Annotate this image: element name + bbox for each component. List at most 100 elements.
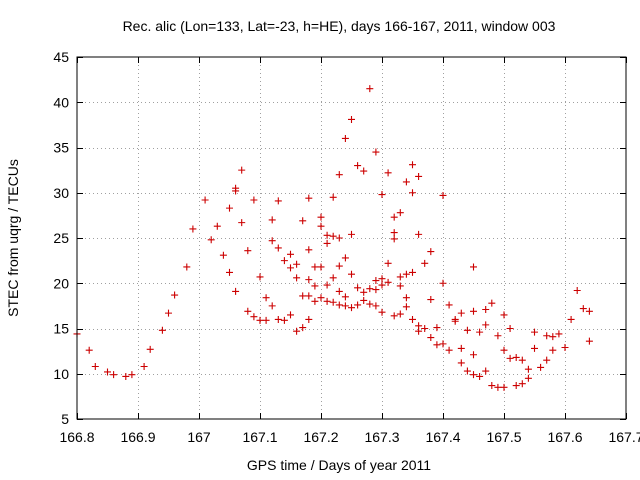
data-point	[335, 287, 343, 295]
data-point	[384, 259, 392, 267]
data-point	[323, 239, 331, 247]
data-point	[585, 307, 593, 315]
data-point	[165, 309, 172, 317]
data-point	[250, 196, 258, 204]
data-point	[268, 302, 276, 310]
data-point	[262, 294, 270, 302]
x-tick-label: 166.8	[59, 429, 94, 445]
y-tick-label: 5	[61, 411, 69, 427]
data-points	[73, 85, 593, 391]
plot-frame	[76, 56, 627, 420]
data-point	[470, 307, 477, 315]
y-tick-label: 15	[53, 321, 69, 337]
data-point	[537, 363, 545, 371]
data-point	[317, 222, 325, 230]
y-tick-label: 10	[53, 366, 69, 382]
data-point	[372, 277, 380, 285]
data-point	[293, 274, 301, 282]
data-point	[341, 254, 349, 262]
data-point	[463, 367, 471, 375]
data-point	[256, 316, 264, 324]
data-point	[189, 225, 197, 233]
y-tick-label: 20	[53, 275, 69, 291]
data-point	[244, 247, 252, 255]
data-point	[396, 282, 404, 290]
data-point	[244, 307, 252, 315]
data-point	[323, 231, 331, 239]
data-point	[500, 346, 508, 354]
data-point	[305, 194, 313, 202]
data-point	[482, 305, 490, 313]
data-point	[445, 346, 453, 354]
data-point	[366, 85, 374, 93]
data-point	[213, 222, 221, 230]
data-point	[561, 344, 569, 352]
data-point	[409, 189, 416, 197]
data-point	[500, 383, 508, 391]
x-tick-labels: 166.8 166.9 167 167.1 167.2 167.3 167.4 167.5 16…	[59, 429, 640, 445]
data-point	[317, 263, 325, 271]
data-point	[512, 353, 520, 361]
data-point	[378, 275, 386, 283]
data-point	[299, 292, 307, 300]
data-point	[335, 301, 343, 309]
data-point	[268, 237, 276, 245]
data-point	[110, 371, 118, 379]
data-point	[238, 166, 246, 174]
data-point	[482, 321, 490, 329]
data-point	[451, 317, 459, 325]
data-point	[268, 216, 276, 224]
grid	[77, 57, 626, 419]
data-point	[427, 334, 435, 342]
data-point	[512, 382, 520, 390]
data-point	[274, 315, 282, 323]
data-point	[360, 288, 368, 296]
data-point	[171, 291, 179, 299]
data-point	[158, 326, 166, 334]
data-point	[146, 345, 154, 353]
data-point	[183, 263, 191, 271]
data-point	[402, 303, 410, 311]
data-point	[226, 204, 233, 212]
data-point	[305, 315, 313, 323]
data-point	[335, 171, 343, 179]
data-point	[250, 313, 258, 321]
data-point	[329, 232, 337, 240]
data-point	[323, 281, 331, 289]
data-point	[201, 196, 209, 204]
data-point	[585, 337, 593, 345]
data-point	[470, 371, 477, 379]
data-point	[305, 276, 313, 284]
data-point	[445, 301, 453, 309]
data-point	[494, 383, 502, 391]
data-point	[348, 115, 355, 123]
data-point	[366, 300, 374, 308]
data-point	[378, 191, 386, 199]
data-point	[518, 356, 526, 364]
x-tick-label: 167.1	[242, 429, 277, 445]
data-point	[329, 298, 337, 306]
data-point	[476, 372, 484, 380]
data-point	[409, 315, 416, 323]
data-point	[293, 327, 301, 335]
data-point	[91, 363, 99, 371]
data-point	[531, 344, 538, 352]
chart-title: Rec. alic (Lon=133, Lat=-23, h=HE), days…	[123, 18, 556, 34]
x-tick-label: 167.2	[303, 429, 338, 445]
data-point	[238, 219, 246, 227]
data-point	[256, 273, 264, 281]
data-point	[524, 374, 532, 382]
data-point	[128, 371, 136, 379]
data-point	[390, 213, 398, 221]
data-point	[226, 268, 233, 276]
data-point	[439, 279, 447, 287]
y-tick-label: 30	[53, 185, 69, 201]
data-point	[311, 263, 319, 271]
y-axis-label: STEC from uqrg / TECUs	[5, 159, 21, 317]
data-point	[287, 264, 294, 272]
data-point	[433, 324, 441, 332]
data-point	[421, 325, 429, 332]
data-point	[274, 244, 282, 252]
data-point	[421, 259, 429, 267]
